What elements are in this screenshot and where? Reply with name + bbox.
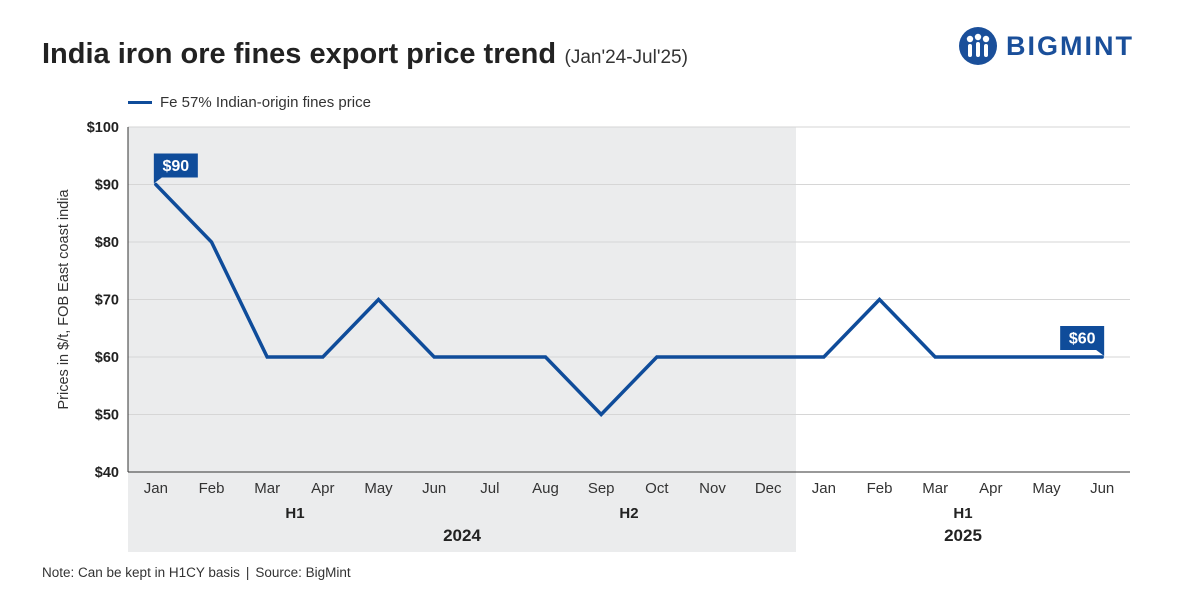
x-tick-label: Apr: [979, 480, 1002, 497]
data-label: $60: [1069, 331, 1096, 348]
source-text: Source: BigMint: [255, 565, 351, 580]
footer-separator: |: [245, 565, 250, 580]
chart-title-block: India iron ore fines export price trend …: [42, 38, 688, 71]
bigmint-logo-icon: [959, 27, 997, 65]
x-tick-label: Dec: [755, 480, 782, 497]
brand-logo: BIGMINT: [958, 26, 1134, 66]
x-tick-label: Jun: [422, 480, 446, 497]
data-callout-box: [1060, 326, 1105, 350]
x-tick-label: Oct: [645, 480, 669, 497]
x-tick-label: May: [364, 480, 393, 497]
chart-title: India iron ore fines export price trend: [42, 38, 557, 70]
x-tick-label: Nov: [699, 480, 726, 497]
y-tick-label: $80: [95, 235, 119, 251]
x-tick-label: May: [1032, 480, 1061, 497]
note-text: Note: Can be kept in H1CY basis: [42, 565, 240, 580]
y-tick-label: $90: [95, 178, 119, 194]
x-tick-label: Jan: [812, 480, 836, 497]
x-tick-label: Feb: [199, 480, 225, 497]
x-tick-label: Feb: [867, 480, 893, 497]
half-year-label: H1: [285, 505, 304, 522]
legend-label: Fe 57% Indian-origin fines price: [160, 94, 371, 111]
y-tick-label: $50: [95, 408, 119, 424]
x-tick-label: Jan: [144, 480, 168, 497]
y-tick-label: $70: [95, 293, 119, 309]
y-tick-label: $60: [95, 350, 119, 366]
data-callout-tail: [1096, 350, 1105, 356]
chart-legend: Fe 57% Indian-origin fines price: [128, 94, 371, 111]
logo-wordmark: BIGMINT: [1006, 30, 1134, 61]
year-label: 2024: [443, 526, 481, 545]
data-callout-box: [153, 153, 198, 178]
x-tick-label: Mar: [922, 480, 948, 497]
footer-note: Note: Can be kept in H1CY basis | Source: …: [42, 565, 351, 580]
y-tick-label: $40: [95, 465, 119, 481]
y-axis-title: Prices in $/t, FOB East coast india: [56, 189, 72, 410]
x-tick-label: Jul: [480, 480, 499, 497]
series-line: [154, 182, 1104, 418]
legend-swatch: [128, 101, 152, 104]
half-year-label: H1: [953, 505, 972, 522]
data-label: $90: [162, 158, 189, 175]
y-tick-label: $100: [87, 120, 119, 136]
data-callout-tail: [153, 177, 162, 184]
half-year-label: H2: [619, 505, 638, 522]
x-tick-label: Apr: [311, 480, 334, 497]
year-label: 2025: [944, 526, 982, 545]
chart-subtitle: (Jan'24-Jul'25): [564, 47, 688, 68]
shaded-period-band: [128, 127, 796, 552]
x-tick-label: Mar: [254, 480, 280, 497]
x-tick-label: Sep: [588, 480, 615, 497]
x-tick-label: Aug: [532, 480, 559, 497]
x-tick-label: Jun: [1090, 480, 1114, 497]
